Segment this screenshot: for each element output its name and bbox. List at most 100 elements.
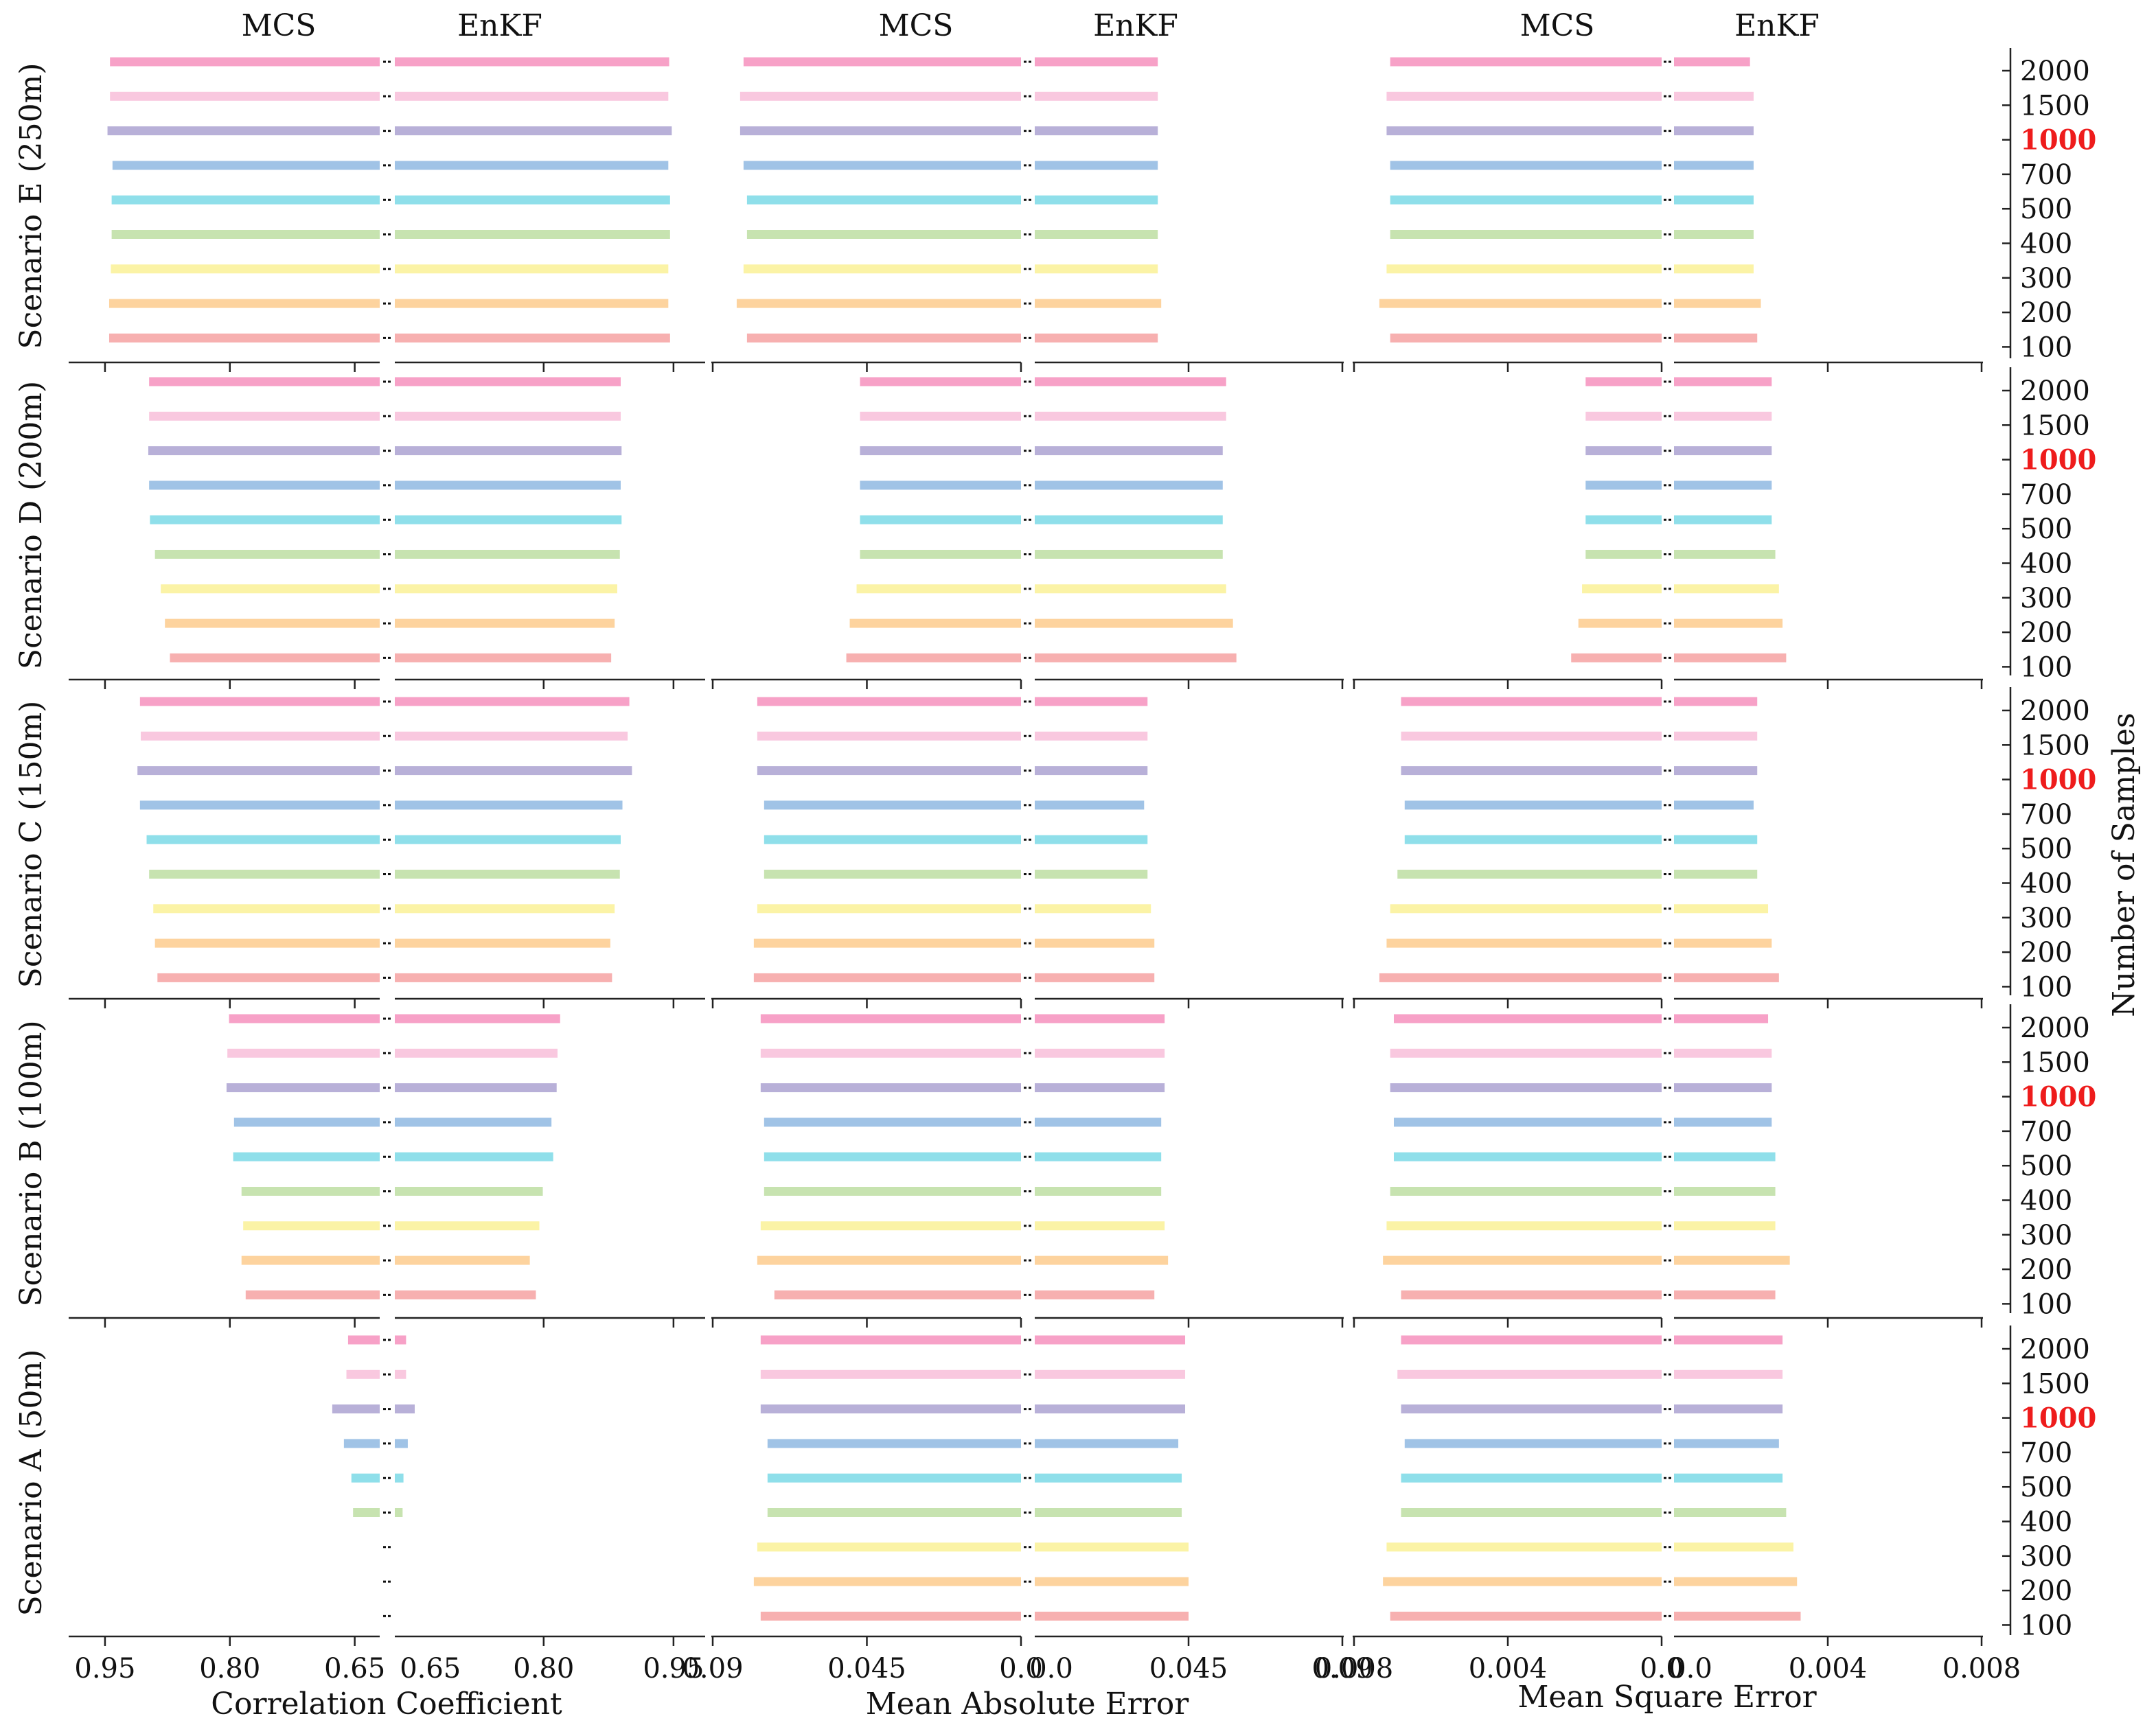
sample-tick-label: 2000 xyxy=(2020,375,2090,407)
bar-mcs xyxy=(148,446,380,456)
bar-mcs xyxy=(757,904,1021,914)
bar-enkf xyxy=(1035,1542,1189,1552)
bar-mcs xyxy=(1404,1439,1662,1448)
bar-mcs xyxy=(241,1255,380,1265)
sample-tick-label: 100 xyxy=(2020,1610,2072,1641)
bar-enkf xyxy=(395,299,669,308)
bar-enkf xyxy=(395,264,669,274)
bar-enkf xyxy=(1674,618,1783,628)
bar-enkf xyxy=(1674,973,1779,982)
bar-mcs xyxy=(233,1118,380,1127)
bar-enkf xyxy=(1035,697,1148,706)
bar-enkf xyxy=(1035,91,1158,101)
bar-mcs xyxy=(149,870,380,879)
bar-enkf xyxy=(1674,481,1772,490)
bar-enkf xyxy=(1674,1404,1783,1414)
bar-mcs xyxy=(764,1152,1021,1161)
bar-mcs xyxy=(860,481,1021,490)
bar-enkf xyxy=(395,481,621,490)
bar-enkf xyxy=(1674,333,1758,343)
bar-mcs xyxy=(149,481,380,490)
x-label-mae: Mean Absolute Error xyxy=(866,1687,1189,1722)
bar-mcs xyxy=(760,1404,1021,1414)
x-tick-label: 0.80 xyxy=(199,1653,260,1685)
bar-mcs xyxy=(1401,766,1662,776)
bar-mcs xyxy=(1386,1221,1662,1231)
bar-mcs xyxy=(1390,1083,1662,1093)
bar-enkf xyxy=(1674,1542,1793,1552)
bar-enkf xyxy=(1674,1369,1783,1379)
bar-mcs xyxy=(764,1187,1021,1196)
x-tick-label: 0.0 xyxy=(1640,1653,1684,1685)
bar-enkf xyxy=(1035,57,1158,67)
sample-tick-label: 1500 xyxy=(2020,410,2090,441)
sample-tick-label: 300 xyxy=(2020,903,2072,934)
bar-mcs xyxy=(764,835,1021,844)
bar-enkf xyxy=(1035,264,1158,274)
bar-mcs xyxy=(1390,161,1662,170)
bar-mcs xyxy=(767,1508,1021,1517)
bar-enkf xyxy=(1674,515,1772,524)
bar-enkf xyxy=(1674,653,1787,662)
bar-mcs xyxy=(760,1369,1021,1379)
bar-enkf xyxy=(1674,1508,1787,1517)
bar-enkf xyxy=(395,1221,540,1231)
bar-enkf xyxy=(1674,1083,1772,1093)
bar-enkf xyxy=(1674,1255,1790,1265)
bar-enkf xyxy=(395,550,620,559)
bar-mcs xyxy=(760,1014,1021,1023)
bar-mcs xyxy=(860,446,1021,456)
sample-tick-label: 200 xyxy=(2020,297,2072,329)
sample-tick-label: 500 xyxy=(2020,194,2072,225)
row-label-scenario-e: Scenario E (250m) xyxy=(14,62,49,349)
bar-mcs xyxy=(1585,515,1662,524)
bar-enkf xyxy=(1035,835,1148,844)
bar-mcs xyxy=(767,1473,1021,1483)
bar-enkf xyxy=(1035,1577,1189,1586)
bar-enkf xyxy=(1035,1404,1186,1414)
bar-mcs xyxy=(856,584,1021,594)
bar-mcs xyxy=(157,973,380,982)
row-label-scenario-d: Scenario D (200m) xyxy=(14,381,49,669)
bar-mcs xyxy=(347,1335,380,1345)
bar-enkf xyxy=(1674,1187,1776,1196)
bar-enkf xyxy=(1035,481,1223,490)
bar-mcs xyxy=(1585,411,1662,421)
bar-mcs xyxy=(154,938,380,948)
bar-mcs xyxy=(1393,1014,1662,1023)
x-tick-label: 0.004 xyxy=(1789,1653,1868,1685)
bar-enkf xyxy=(395,1255,530,1265)
bar-enkf xyxy=(395,1187,543,1196)
bar-mcs xyxy=(1585,446,1662,456)
bar-mcs xyxy=(1386,91,1662,101)
bar-enkf xyxy=(1035,1118,1162,1127)
bar-enkf xyxy=(395,1335,406,1345)
bar-mcs xyxy=(760,1611,1021,1621)
bar-mcs xyxy=(110,57,380,67)
bar-enkf xyxy=(1674,1290,1776,1299)
bar-mcs xyxy=(346,1369,380,1379)
bar-enkf xyxy=(395,161,669,170)
bar-mcs xyxy=(743,161,1021,170)
bar-enkf xyxy=(1035,1221,1165,1231)
bar-enkf xyxy=(395,800,623,810)
bar-enkf xyxy=(1035,1152,1162,1161)
bar-enkf xyxy=(395,973,612,982)
bar-enkf xyxy=(395,515,622,524)
x-tick-label: 0.95 xyxy=(74,1653,135,1685)
sample-tick-label: 400 xyxy=(2020,548,2072,580)
bar-mcs xyxy=(746,195,1021,205)
bar-enkf xyxy=(395,1508,403,1517)
bar-mcs xyxy=(111,195,380,205)
bar-mcs xyxy=(149,411,380,421)
bar-mcs xyxy=(1585,377,1662,386)
header-enkf-mse: EnKF xyxy=(1734,8,1820,43)
bar-mcs xyxy=(757,1542,1021,1552)
sample-tick-label: 400 xyxy=(2020,229,2072,260)
bar-enkf xyxy=(395,1152,553,1161)
bar-enkf xyxy=(395,618,615,628)
bar-enkf xyxy=(1035,1255,1169,1265)
bar-enkf xyxy=(1035,800,1145,810)
